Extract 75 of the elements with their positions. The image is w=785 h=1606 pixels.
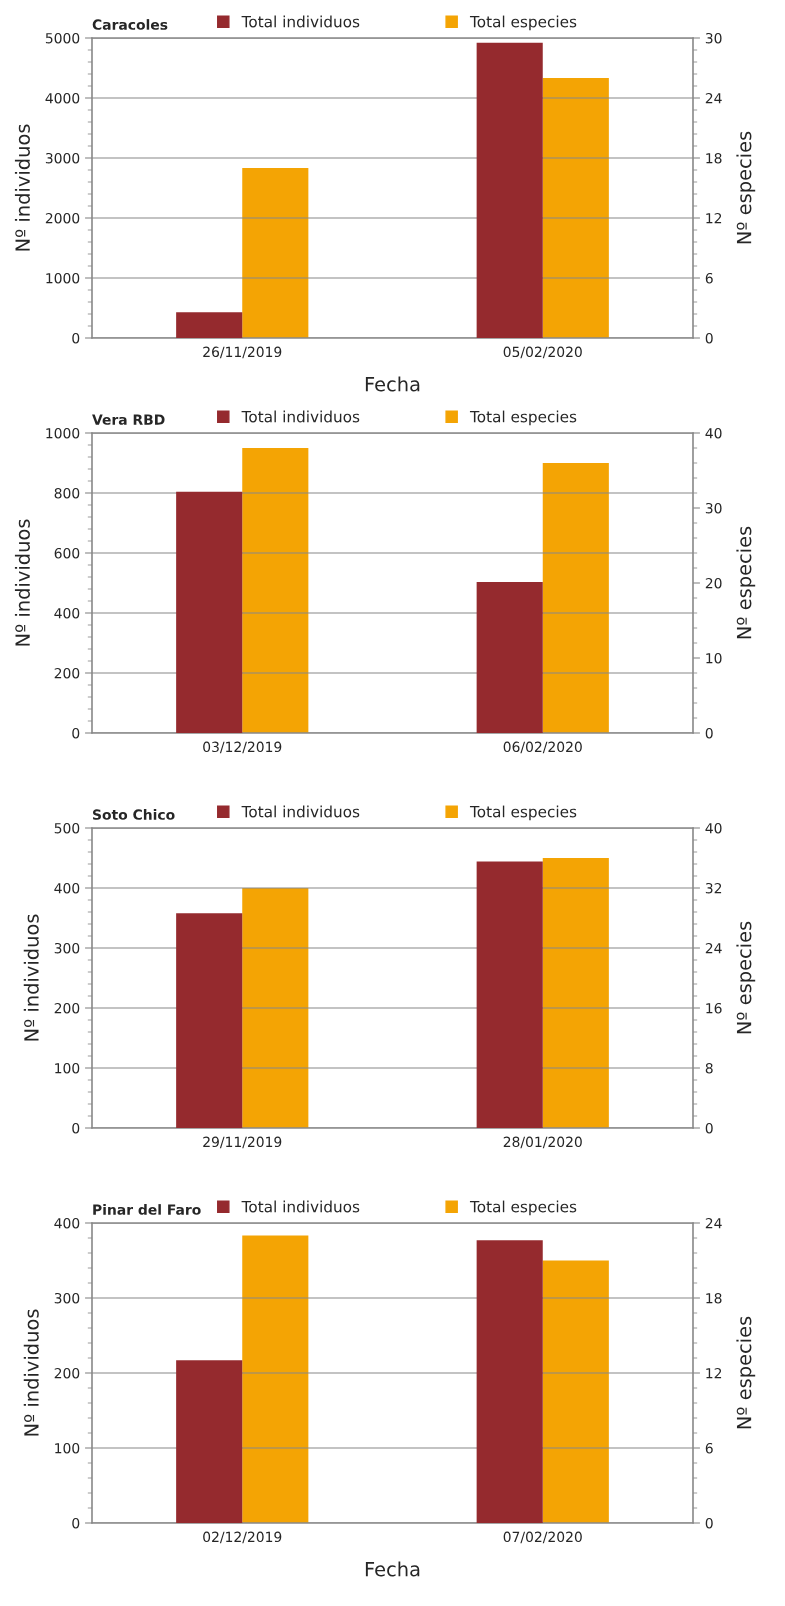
y2-tick-label: 12 <box>706 212 722 224</box>
y-tick-label: 0 <box>72 1122 80 1134</box>
y2-tick-label: 24 <box>705 92 722 104</box>
x-axis-title: Fecha <box>365 376 420 392</box>
x-tick-label: 29/11/2019 <box>203 1136 282 1149</box>
legend-label: Total individuos <box>241 1200 360 1213</box>
y-tick-label: 800 <box>54 487 80 499</box>
y2-tick-label: 20 <box>705 577 722 589</box>
y2-tick-label: 10 <box>706 652 722 664</box>
y2-axis-title: Nº especies <box>736 131 756 244</box>
x-tick-label: 26/11/2019 <box>203 346 282 359</box>
legend-label: Total especies <box>469 805 577 821</box>
y2-tick-label: 40 <box>705 427 722 439</box>
y-tick-label: 0 <box>72 727 80 739</box>
y-tick-label: 200 <box>54 1002 80 1014</box>
y-tick-label: 300 <box>54 942 80 954</box>
y-tick-label: 600 <box>54 547 80 559</box>
legend-label: Total individuos <box>241 15 360 28</box>
y2-tick-label: 0 <box>705 727 713 739</box>
y2-tick-label: 24 <box>705 942 722 954</box>
chart-title: Vera RBD <box>92 414 165 425</box>
y-tick-label: 100 <box>55 1062 80 1074</box>
x-tick-label: 28/01/2020 <box>503 1136 582 1149</box>
y2-tick-label: 18 <box>706 1292 722 1304</box>
y2-tick-label: 30 <box>705 502 722 514</box>
y2-tick-label: 0 <box>705 1122 713 1134</box>
y2-tick-label: 32 <box>705 882 722 894</box>
y-tick-label: 3000 <box>45 152 80 164</box>
y-tick-label: 400 <box>54 882 80 894</box>
y2-tick-label: 8 <box>705 1062 713 1074</box>
x-tick-label: 02/12/2019 <box>203 1531 282 1544</box>
y-axis-title: Nº individuos <box>23 914 39 1041</box>
y-tick-label: 0 <box>72 1517 80 1529</box>
y2-tick-label: 12 <box>706 1367 722 1379</box>
y-axis-title: Nº individuos <box>14 124 30 251</box>
y-tick-label: 200 <box>54 1367 80 1379</box>
x-tick-label: 06/02/2020 <box>503 741 582 754</box>
y-tick-label: 400 <box>54 1217 80 1229</box>
y2-tick-label: 6 <box>705 272 713 284</box>
y-axis-title: Nº individuos <box>23 1309 39 1436</box>
y-tick-label: 300 <box>54 1292 80 1304</box>
y2-axis-title: Nº especies <box>736 526 756 639</box>
legend-label: Total especies <box>469 410 577 426</box>
y2-axis-title: Nº especies <box>736 1316 756 1429</box>
y2-tick-label: 0 <box>705 332 713 344</box>
legend-label: Total especies <box>469 1200 577 1216</box>
y-tick-label: 1000 <box>46 427 80 439</box>
y2-tick-label: 16 <box>706 1002 722 1014</box>
chart-title: Caracoles <box>92 19 168 30</box>
x-tick-label: 07/02/2020 <box>503 1531 582 1544</box>
legend-label: Total individuos <box>241 410 360 423</box>
y2-tick-label: 40 <box>705 822 722 834</box>
y2-tick-label: 6 <box>705 1442 713 1454</box>
x-axis-title: Fecha <box>365 1561 420 1577</box>
y2-tick-label: 30 <box>705 32 722 44</box>
x-tick-label: 03/12/2019 <box>203 741 282 754</box>
y-axis-title: Nº individuos <box>14 519 30 646</box>
y2-tick-label: 0 <box>705 1517 713 1529</box>
y-tick-label: 1000 <box>46 272 80 284</box>
y2-axis-title: Nº especies <box>736 921 756 1034</box>
legend-label: Total especies <box>469 15 577 31</box>
legend-label: Total individuos <box>241 805 360 818</box>
x-tick-label: 05/02/2020 <box>503 346 582 359</box>
chart-title: Pinar del Faro <box>93 1204 201 1215</box>
y-tick-label: 400 <box>54 607 80 619</box>
y-tick-label: 2000 <box>45 212 80 224</box>
y-tick-label: 5000 <box>45 32 80 44</box>
y-tick-label: 0 <box>72 332 80 344</box>
chart-title: Soto Chico <box>93 809 175 820</box>
y-tick-label: 500 <box>54 822 80 834</box>
y-tick-label: 4000 <box>45 92 80 104</box>
y2-tick-label: 18 <box>706 152 722 164</box>
y-tick-label: 100 <box>55 1442 80 1454</box>
y-tick-label: 200 <box>54 667 80 679</box>
y2-tick-label: 24 <box>705 1217 722 1229</box>
